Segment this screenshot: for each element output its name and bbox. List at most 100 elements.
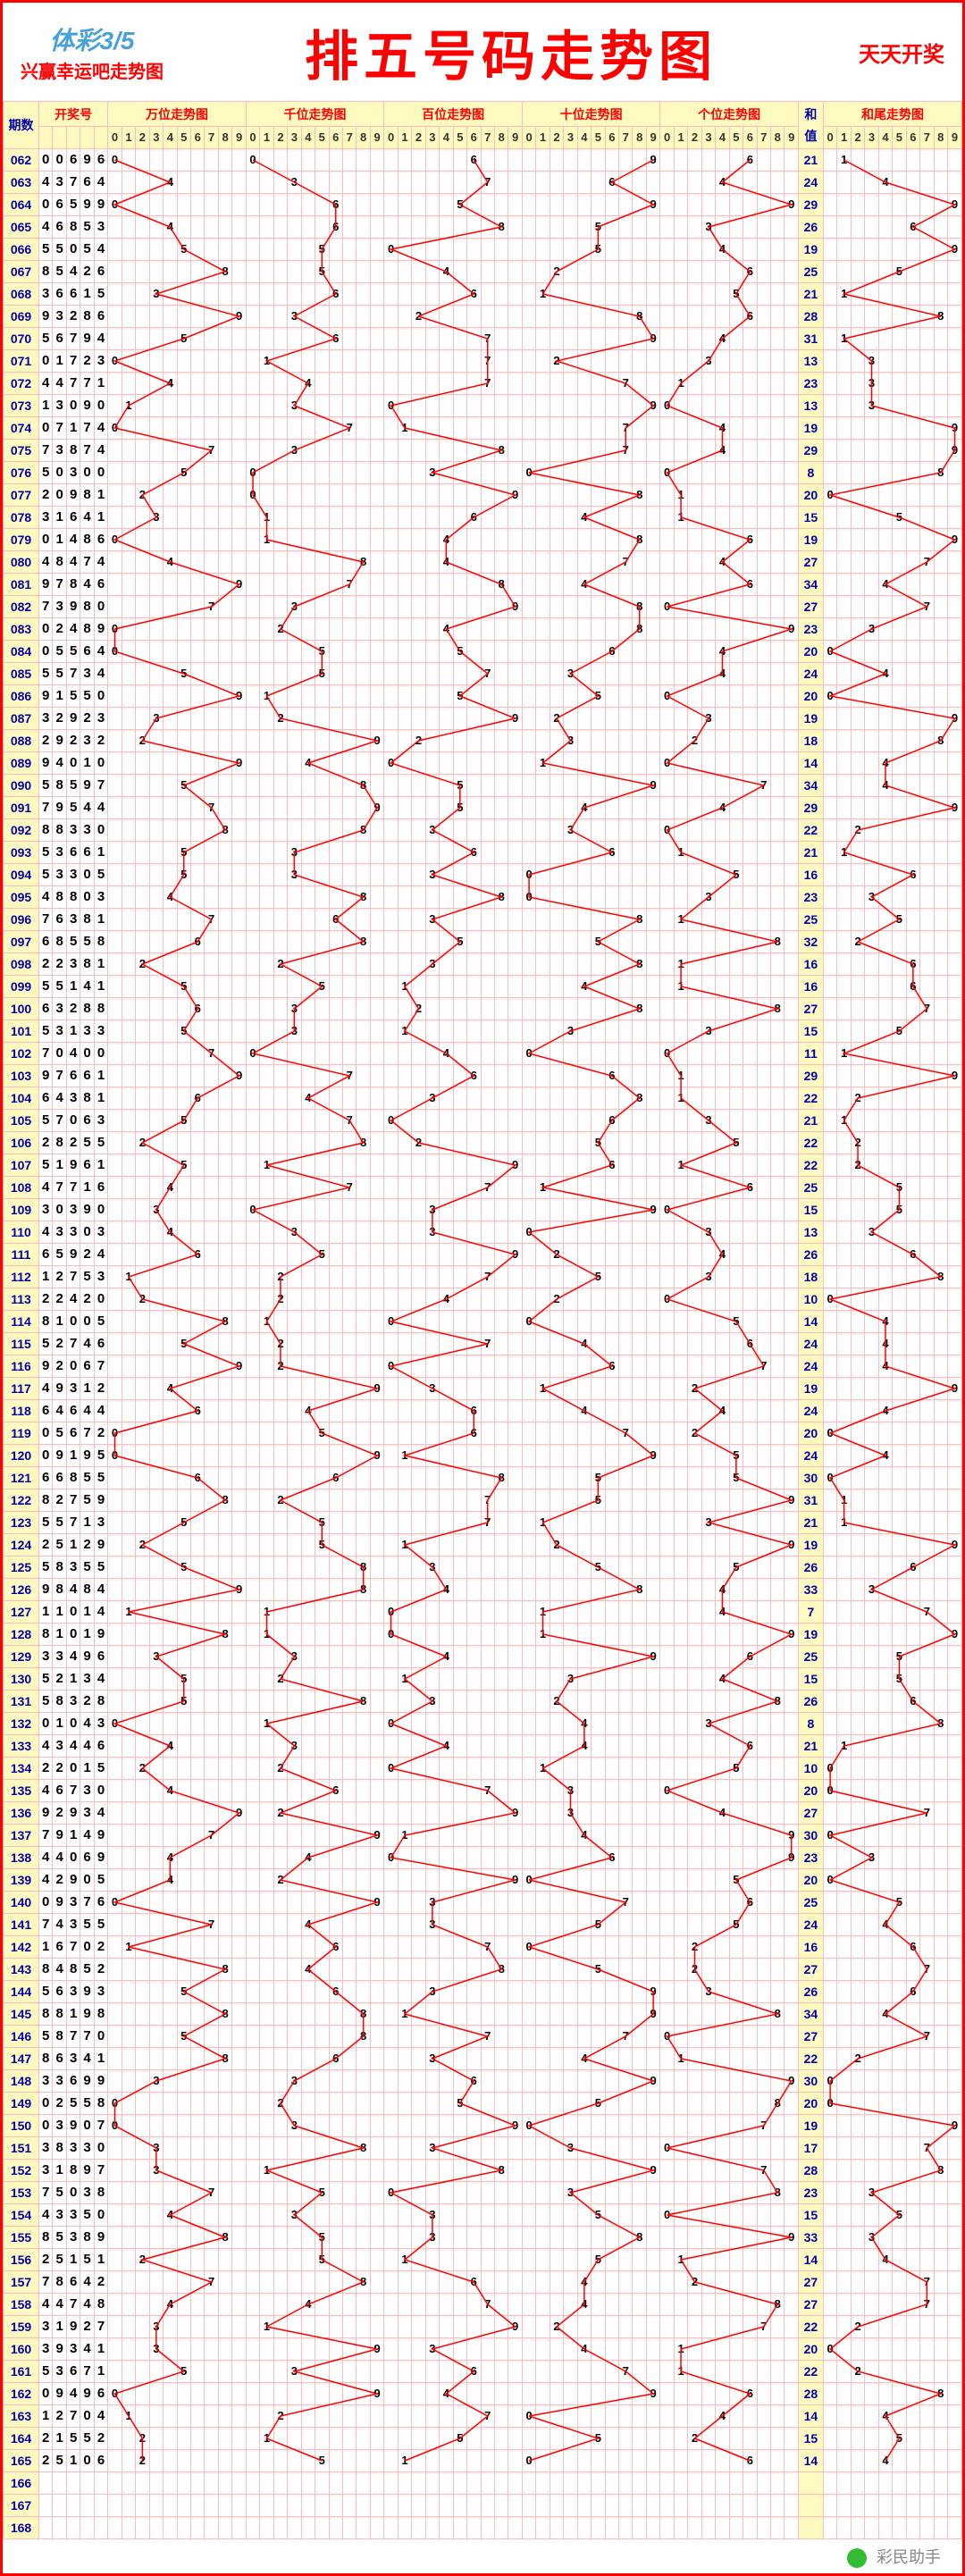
open-digit: 3 <box>66 1557 80 1579</box>
tail-cell <box>934 194 947 216</box>
trend-cell <box>522 484 535 507</box>
trend-cell <box>370 551 383 574</box>
trend-cell <box>494 953 508 976</box>
tail-cell <box>865 953 878 976</box>
trend-cell: 5 <box>729 1467 743 1489</box>
trend-cell <box>688 1288 701 1311</box>
trend-cell <box>701 529 715 551</box>
trend-cell <box>619 1668 633 1691</box>
trend-cell <box>164 976 177 998</box>
trend-cell <box>398 462 411 484</box>
tail-cell: 6 <box>906 1244 919 1266</box>
trend-cell <box>260 261 273 283</box>
tail-cell <box>948 1043 962 1065</box>
tail-cell <box>948 484 962 507</box>
tail-cell <box>920 1266 934 1288</box>
open-digit: 8 <box>80 618 94 641</box>
trend-cell: 5 <box>177 1020 190 1043</box>
trend-cell <box>260 1221 273 1244</box>
trend-cell <box>785 283 798 306</box>
open-digit: 4 <box>39 1221 53 1244</box>
open-digit: 9 <box>39 574 53 596</box>
trend-cell <box>218 484 231 507</box>
trend-cell <box>329 1221 342 1244</box>
trend-cell <box>481 1221 494 1244</box>
trend-cell <box>260 1691 273 1713</box>
trend-cell <box>301 1020 315 1043</box>
trend-cell: 4 <box>577 574 591 596</box>
trend-cell <box>342 998 356 1020</box>
trend-cell <box>357 1668 370 1691</box>
trend-cell <box>288 1288 301 1311</box>
open-digit: 3 <box>66 1221 80 1244</box>
open-digit: 7 <box>53 1177 66 1199</box>
trend-cell <box>301 1132 315 1154</box>
trend-cell <box>425 1624 439 1646</box>
trend-cell <box>260 1355 273 1378</box>
trend-cell <box>701 1758 715 1780</box>
trend-cell <box>494 1758 508 1780</box>
trend-cell <box>136 1601 149 1624</box>
trend-cell: 5 <box>315 1534 329 1557</box>
tail-cell <box>893 775 906 797</box>
tail-cell <box>837 417 851 440</box>
tail-cell <box>906 1489 919 1512</box>
trend-cell <box>494 685 508 708</box>
tail-cell <box>851 1020 864 1043</box>
trend-cell <box>370 574 383 596</box>
trend-cell <box>177 216 190 239</box>
tail-cell <box>878 1691 892 1713</box>
trend-cell <box>660 1311 674 1333</box>
table-row: 0945330553305166 <box>4 864 962 886</box>
trend-cell: 4 <box>440 1043 453 1065</box>
trend-cell <box>660 1489 674 1512</box>
trend-cell <box>149 1557 163 1579</box>
trend-cell <box>771 976 785 998</box>
trend-cell <box>494 1646 508 1668</box>
trend-cell: 4 <box>164 1221 177 1244</box>
tail-cell <box>865 1489 878 1512</box>
trend-cell: 9 <box>646 395 659 417</box>
trend-cell <box>550 1400 563 1422</box>
trend-cell: 3 <box>288 1735 301 1758</box>
trend-cell <box>122 440 135 462</box>
trend-cell <box>660 1758 674 1780</box>
trend-cell <box>674 1221 687 1244</box>
trend-cell <box>564 1534 577 1557</box>
trend-cell <box>342 1154 356 1177</box>
open-digit: 5 <box>39 1512 53 1534</box>
trend-cell <box>246 239 259 261</box>
trend-cell <box>164 775 177 797</box>
trend-cell <box>370 1110 383 1132</box>
open-digit: 1 <box>80 1378 94 1400</box>
trend-cell <box>619 1713 633 1735</box>
open-digit: 3 <box>80 1020 94 1043</box>
trend-cell <box>729 1735 743 1758</box>
trend-cell <box>743 484 757 507</box>
tail-cell <box>851 1691 864 1713</box>
trend-cell <box>315 149 329 172</box>
tail-cell: 6 <box>906 976 919 998</box>
trend-cell <box>605 574 618 596</box>
trend-cell <box>785 529 798 551</box>
trend-cell <box>218 1668 231 1691</box>
open-digit: 4 <box>53 373 66 395</box>
trend-cell <box>743 440 757 462</box>
tail-cell <box>893 417 906 440</box>
trend-cell <box>425 283 439 306</box>
tail-cell <box>948 261 962 283</box>
trend-cell <box>177 1713 190 1735</box>
open-digit: 3 <box>66 819 80 842</box>
trend-cell: 0 <box>384 1355 398 1378</box>
trend-cell <box>260 1668 273 1691</box>
tail-cell: 8 <box>934 1266 947 1288</box>
trend-cell <box>136 1691 149 1713</box>
open-digit: 0 <box>94 685 107 708</box>
table-row: 0967638176381255 <box>4 909 962 931</box>
trend-cell <box>342 1512 356 1534</box>
trend-cell: 5 <box>453 641 466 663</box>
trend-cell <box>205 1020 218 1043</box>
tail-cell <box>906 1601 919 1624</box>
trend-cell <box>522 373 535 395</box>
trend-cell <box>164 1624 177 1646</box>
